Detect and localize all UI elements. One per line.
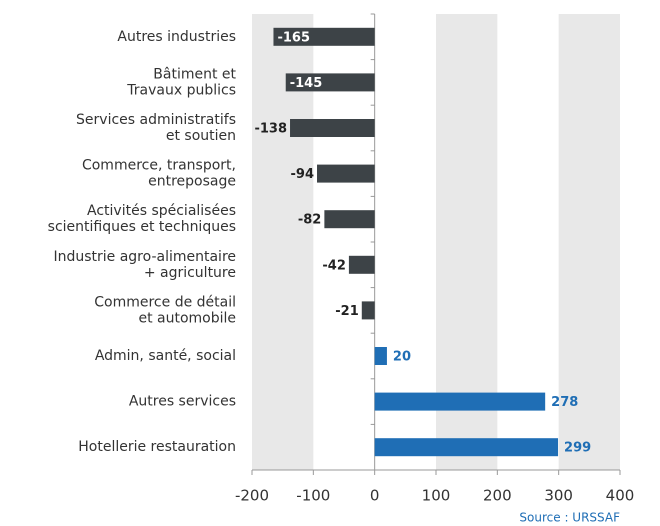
category-label-line: Autres services (129, 394, 236, 410)
bar (317, 164, 375, 183)
category-label-line: Industrie agro-alimentaire (53, 249, 236, 265)
category-label-line: et soutien (166, 128, 236, 144)
x-tick-label: 300 (544, 487, 573, 505)
value-label: -42 (322, 258, 346, 273)
category-label-line: Hotellerie restauration (78, 439, 236, 455)
x-tick-label: 0 (370, 487, 380, 505)
category-label: Activités spécialisées scientifiques et t… (48, 203, 236, 235)
value-label: -21 (335, 304, 359, 319)
value-label: -165 (277, 30, 310, 45)
x-tick-label: 400 (606, 487, 635, 505)
x-tick-label: -100 (296, 487, 330, 505)
bar (290, 119, 375, 137)
category-label-line: entreposage (148, 174, 236, 190)
category-label-line: Commerce de détail (94, 294, 236, 310)
category-label: Hotellerie restauration (78, 439, 236, 455)
value-label: -82 (298, 213, 322, 228)
value-label: -94 (291, 167, 315, 182)
category-label: Autres industries (117, 29, 236, 45)
value-label: 20 (393, 350, 411, 365)
category-label: Industrie agro-alimentaire + agriculture (53, 249, 236, 281)
x-tick-label: 200 (483, 487, 512, 505)
source: Source : URSSAF (519, 511, 620, 525)
category-label: Services administratifs et soutien (76, 112, 236, 144)
category-label-line: Commerce, transport, (82, 158, 236, 174)
value-label: 278 (551, 395, 578, 410)
category-label-line: Services administratifs (76, 112, 236, 128)
bar (348, 255, 375, 274)
category-label: Admin, santé, social (95, 348, 236, 364)
bar (273, 27, 375, 46)
background-band (558, 14, 620, 470)
category-label-line: + agriculture (144, 265, 236, 281)
category-label: Autres services (129, 394, 236, 410)
category-label-line: scientifiques et techniques (48, 219, 236, 235)
category-label-line: et automobile (138, 310, 236, 326)
value-label: -138 (254, 122, 287, 137)
category-label: Bâtiment et Travaux publics (126, 66, 236, 98)
bar (374, 392, 546, 411)
value-label: -145 (290, 76, 323, 91)
category-label: Commerce, transport, entreposage (82, 158, 236, 190)
bar (285, 73, 375, 92)
category-label-line: Admin, santé, social (95, 348, 236, 364)
x-tick-label: -200 (235, 487, 269, 505)
bar (374, 438, 559, 457)
value-label: 299 (564, 441, 591, 456)
x-tick-label: 100 (422, 487, 451, 505)
category-label-line: Bâtiment et (153, 66, 236, 82)
bar (361, 301, 375, 320)
bar (324, 210, 375, 229)
category-label-line: Travaux publics (126, 82, 236, 98)
bar (374, 347, 387, 365)
category-label: Commerce de détail et automobile (94, 294, 236, 326)
category-label-line: Activités spécialisées (87, 203, 236, 219)
category-label-line: Autres industries (117, 29, 236, 45)
